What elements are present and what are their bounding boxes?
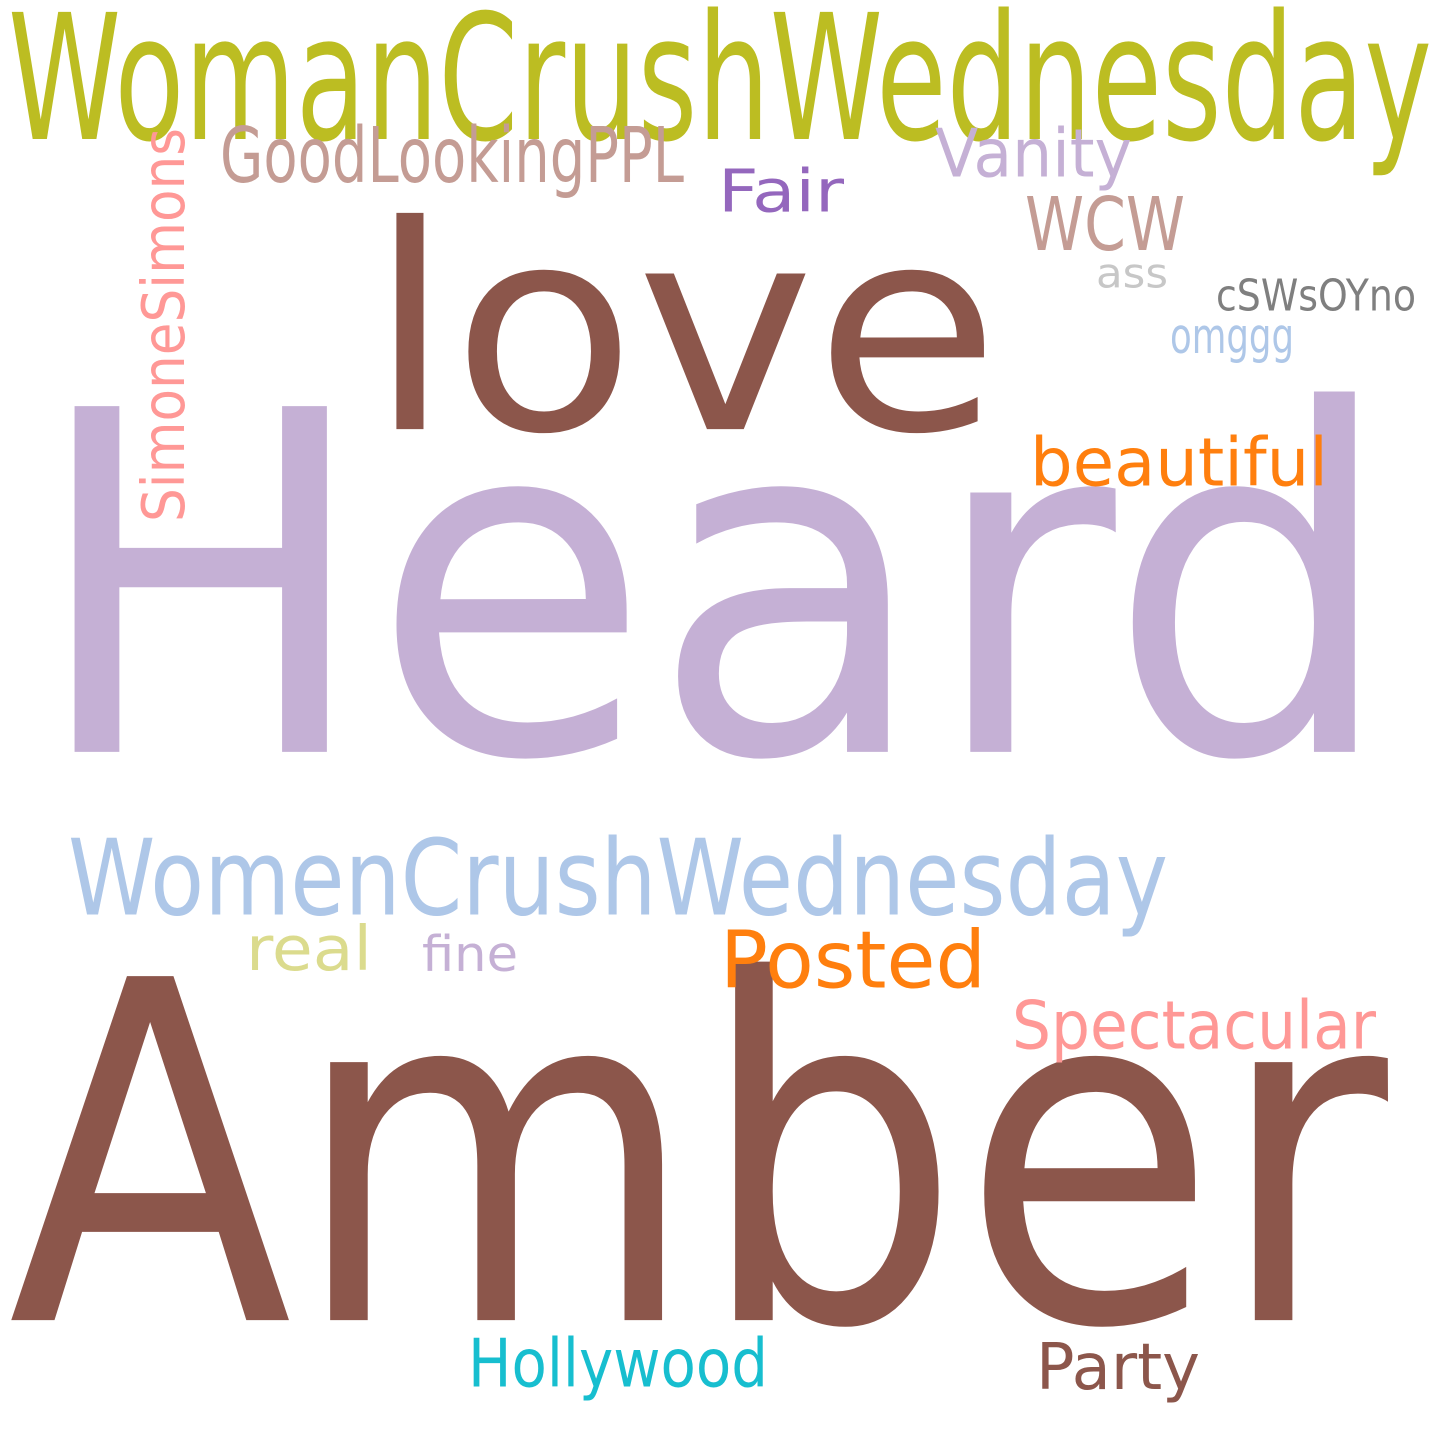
word-real: real [246, 913, 372, 986]
word-womencrushwednesday: WomenCrushWednesday [68, 818, 1168, 941]
word-amber: Amber [8, 883, 1388, 1432]
word-posted: Posted [720, 914, 986, 1008]
word-vanity: Vanity [935, 116, 1132, 194]
word-fine: fine [422, 926, 518, 984]
word-fair: Fair [718, 156, 844, 226]
word-cswsoyno: cSWsOYno [1216, 271, 1416, 322]
word-hollywood: Hollywood [468, 1326, 768, 1404]
word-spectacular: Spectacular [1012, 988, 1376, 1066]
word-party: Party [1036, 1329, 1200, 1405]
word-simonesimons: SimoneSimons [129, 128, 199, 522]
word-goodlookingppl: GoodLookingPPL [220, 110, 684, 201]
word-womancrushwednesday: WomanCrushWednesday [8, 0, 1432, 182]
word-omggg: omggg [1170, 308, 1294, 366]
word-heard: Heard [30, 312, 1396, 865]
word-ass: ass [1096, 250, 1168, 298]
word-love: love [368, 165, 1000, 497]
word-beautiful: beautiful [1030, 425, 1328, 503]
word-wcw: WCW [1025, 182, 1185, 269]
